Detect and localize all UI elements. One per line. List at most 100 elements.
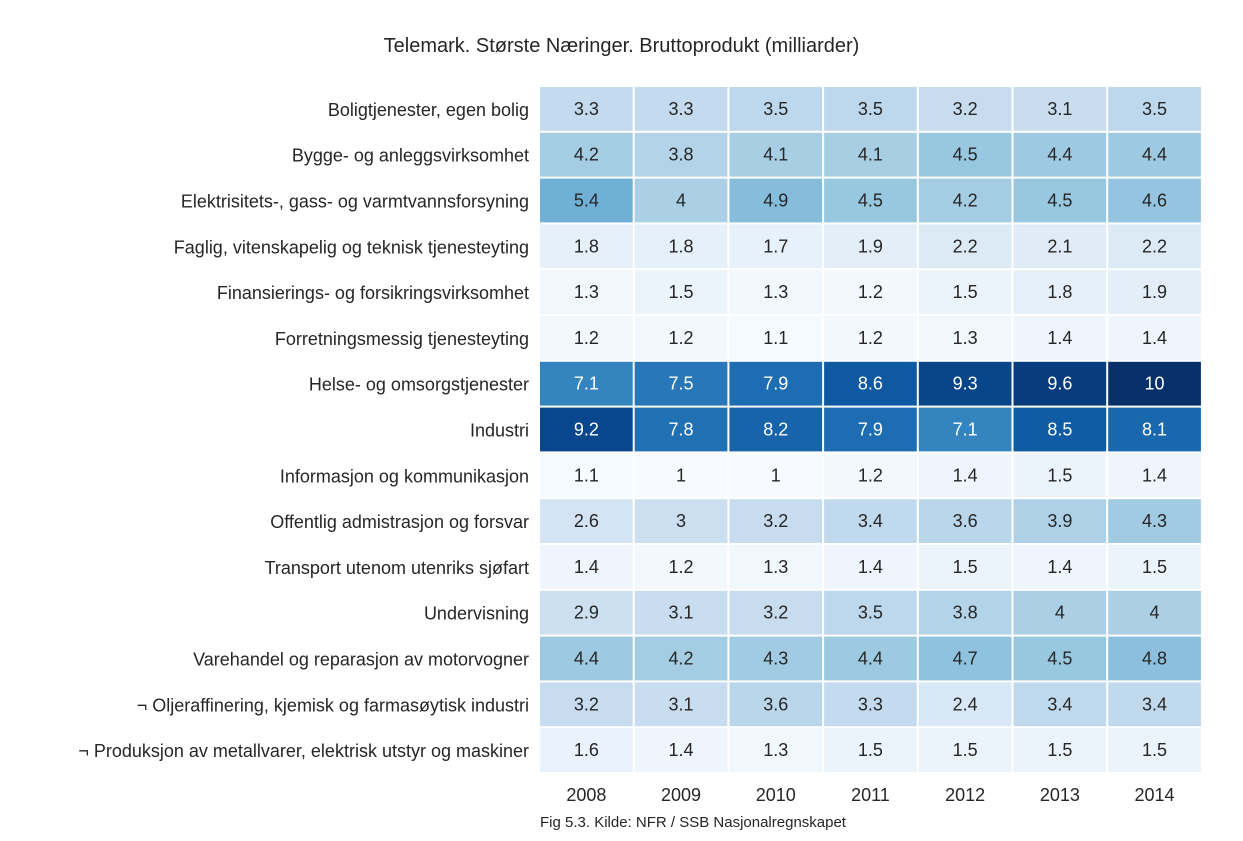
row-label: Bygge- og anleggsvirksomhet: [292, 146, 529, 166]
cell-value-label: 1.3: [574, 282, 599, 302]
heatmap-cell: [540, 636, 633, 681]
cell-value-label: 1.4: [669, 740, 694, 760]
cell-value-label: 1.5: [953, 557, 978, 577]
heatmap-cell: [1013, 453, 1107, 498]
heatmap-cell: [918, 590, 1012, 635]
heatmap-cell: [1108, 361, 1201, 406]
cell-value-label: 1.2: [669, 557, 694, 577]
heatmap-cell: [918, 270, 1012, 314]
cell-value-label: 3.6: [763, 694, 788, 714]
heatmap-cell: [729, 636, 823, 681]
cell-value-label: 7.9: [763, 374, 788, 394]
heatmap-cell: [634, 590, 728, 635]
cell-value-label: 4.6: [1142, 191, 1167, 211]
heatmap-cell: [634, 178, 728, 223]
cell-value-label: 3: [676, 511, 686, 531]
cell-value-label: 1.3: [953, 328, 978, 348]
heatmap-cell: [634, 87, 728, 131]
cell-value-label: 7.9: [858, 420, 883, 440]
heatmap-cell: [540, 361, 633, 406]
cell-value-label: 4.5: [858, 191, 883, 211]
cell-value-label: 7.5: [669, 374, 694, 394]
heatmap-cell: [918, 636, 1012, 681]
heatmap-cell: [540, 682, 633, 727]
heatmap-cell: [918, 132, 1012, 177]
cell-value-label: 1.9: [1142, 282, 1167, 302]
cell-value-label: 4.4: [574, 649, 599, 669]
heatmap-cell: [1013, 361, 1107, 406]
cell-value-label: 1.1: [763, 328, 788, 348]
source-note: Fig 5.3. Kilde: NFR / SSB Nasjonalregnsk…: [540, 814, 846, 831]
heatmap-cell: [918, 499, 1012, 543]
cell-value-label: 3.4: [1047, 694, 1072, 714]
heatmap-cell: [540, 407, 633, 452]
heatmap-cell: [824, 132, 917, 177]
heatmap-cell: [540, 270, 633, 314]
cell-value-label: 1.4: [574, 557, 599, 577]
heatmap-cell: [918, 316, 1012, 360]
cell-value-label: 3.1: [669, 603, 694, 623]
heatmap-cell: [540, 178, 633, 223]
heatmap-cell: [1013, 270, 1107, 314]
cell-value-label: 1.4: [858, 557, 883, 577]
cell-value-label: 1.3: [763, 557, 788, 577]
heatmap-cell: [1108, 316, 1201, 360]
cell-value-label: 9.3: [953, 374, 978, 394]
cell-value-label: 1.4: [1047, 328, 1072, 348]
heatmap-cell: [729, 270, 823, 314]
cell-value-label: 3.1: [1047, 99, 1072, 119]
heatmap-cell: [540, 590, 633, 635]
cell-value-label: 3.6: [953, 511, 978, 531]
cell-value-label: 1.9: [858, 236, 883, 256]
heatmap-cell: [824, 178, 917, 223]
cell-value-label: 3.2: [953, 99, 978, 119]
cell-value-label: 8.5: [1047, 420, 1072, 440]
heatmap-cell: [729, 361, 823, 406]
heatmap-cell: [918, 728, 1012, 772]
heatmap-cell: [634, 132, 728, 177]
cell-value-label: 3.8: [953, 603, 978, 623]
heatmap-cell: [1108, 270, 1201, 314]
heatmap-cell: [824, 682, 917, 727]
cell-value-label: 8.6: [858, 374, 883, 394]
heatmap-cell: [918, 545, 1012, 589]
cell-value-label: 1.8: [1047, 282, 1072, 302]
chart-title: Telemark. Største Næringer. Bruttoproduk…: [383, 35, 860, 57]
cell-value-label: 1.8: [574, 236, 599, 256]
cell-value-label: 1.3: [763, 740, 788, 760]
heatmap-cell: [540, 316, 633, 360]
cell-value-label: 3.5: [858, 99, 883, 119]
cell-value-label: 5.4: [574, 191, 599, 211]
heatmap-cell: [824, 407, 917, 452]
cell-value-label: 1: [676, 465, 686, 485]
cell-value-label: 3.1: [669, 694, 694, 714]
cell-value-label: 1.5: [1142, 557, 1167, 577]
heatmap-cell: [729, 453, 823, 498]
cell-value-label: 4.9: [763, 191, 788, 211]
cell-value-label: 2.2: [953, 236, 978, 256]
heatmap-cell: [1013, 636, 1107, 681]
cell-value-label: 1.5: [1047, 465, 1072, 485]
heatmap-cell: [634, 224, 728, 269]
cell-value-label: 3.8: [669, 145, 694, 165]
cell-value-label: 1.8: [669, 236, 694, 256]
column-label: 2013: [1040, 785, 1080, 805]
heatmap-cell: [1013, 499, 1107, 543]
heatmap-cell: [918, 178, 1012, 223]
row-label: ¬ Oljeraffinering, kjemisk og farmasøyti…: [137, 695, 529, 715]
heatmap-cell: [1108, 545, 1201, 589]
cell-value-label: 4.2: [574, 145, 599, 165]
heatmap-cell: [634, 361, 728, 406]
column-label: 2009: [661, 785, 701, 805]
cell-value-label: 4.4: [1142, 145, 1167, 165]
cell-value-label: 1.4: [1142, 328, 1167, 348]
heatmap-cell: [634, 682, 728, 727]
heatmap-cell: [634, 407, 728, 452]
heatmap-cell: [540, 499, 633, 543]
cell-value-label: 3.4: [858, 511, 883, 531]
heatmap-cell: [1013, 178, 1107, 223]
heatmap-cell: [540, 545, 633, 589]
heatmap-cell: [824, 636, 917, 681]
cell-value-label: 3.5: [763, 99, 788, 119]
cell-value-label: 4: [1055, 603, 1065, 623]
